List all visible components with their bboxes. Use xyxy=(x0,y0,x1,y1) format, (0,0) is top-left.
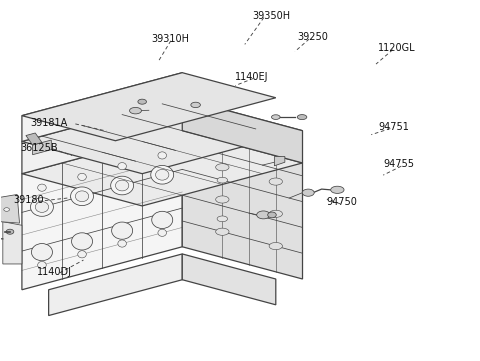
Ellipse shape xyxy=(37,261,46,269)
Text: 39310H: 39310H xyxy=(152,34,190,44)
Ellipse shape xyxy=(31,198,53,216)
Ellipse shape xyxy=(138,99,146,104)
Ellipse shape xyxy=(4,208,10,211)
Ellipse shape xyxy=(130,108,142,114)
Ellipse shape xyxy=(37,184,46,191)
Text: 39180: 39180 xyxy=(13,195,44,205)
Polygon shape xyxy=(182,99,302,163)
Ellipse shape xyxy=(269,243,282,250)
Ellipse shape xyxy=(302,189,314,196)
Polygon shape xyxy=(22,131,302,206)
Text: 94750: 94750 xyxy=(326,197,357,207)
Ellipse shape xyxy=(158,229,167,236)
Ellipse shape xyxy=(216,164,229,171)
Ellipse shape xyxy=(269,178,282,185)
Text: 39250: 39250 xyxy=(297,32,328,42)
Polygon shape xyxy=(3,222,22,264)
Text: 1140EJ: 1140EJ xyxy=(235,71,269,82)
Ellipse shape xyxy=(111,176,133,195)
Polygon shape xyxy=(22,73,276,141)
Ellipse shape xyxy=(216,196,229,203)
Ellipse shape xyxy=(158,152,167,159)
Polygon shape xyxy=(22,73,182,142)
Text: 39350H: 39350H xyxy=(252,11,290,21)
Ellipse shape xyxy=(191,102,200,108)
Ellipse shape xyxy=(268,212,276,218)
Ellipse shape xyxy=(269,210,282,217)
Ellipse shape xyxy=(112,222,132,239)
Polygon shape xyxy=(275,157,285,166)
Ellipse shape xyxy=(217,216,228,222)
Ellipse shape xyxy=(152,211,173,229)
Polygon shape xyxy=(0,195,20,223)
Ellipse shape xyxy=(35,202,48,212)
Text: 94755: 94755 xyxy=(383,159,414,169)
Ellipse shape xyxy=(71,187,94,205)
Ellipse shape xyxy=(75,191,89,202)
Text: 1120GL: 1120GL xyxy=(378,43,416,53)
Text: 39181A: 39181A xyxy=(30,118,67,128)
Text: 36125B: 36125B xyxy=(21,143,58,153)
Ellipse shape xyxy=(32,244,52,261)
Polygon shape xyxy=(22,99,302,174)
Ellipse shape xyxy=(216,228,229,235)
Ellipse shape xyxy=(331,186,344,193)
Ellipse shape xyxy=(78,251,86,258)
Ellipse shape xyxy=(297,114,307,119)
Ellipse shape xyxy=(151,165,174,184)
Text: 94751: 94751 xyxy=(378,122,409,132)
Ellipse shape xyxy=(118,162,126,170)
Ellipse shape xyxy=(118,240,126,247)
Polygon shape xyxy=(48,254,182,316)
Ellipse shape xyxy=(257,211,270,219)
Polygon shape xyxy=(26,133,42,145)
Text: 1140DJ: 1140DJ xyxy=(37,267,72,277)
Polygon shape xyxy=(22,131,182,290)
Polygon shape xyxy=(22,99,182,174)
Polygon shape xyxy=(33,140,51,155)
Ellipse shape xyxy=(116,180,129,191)
Polygon shape xyxy=(182,131,302,279)
Ellipse shape xyxy=(272,115,280,119)
Ellipse shape xyxy=(72,233,93,250)
Ellipse shape xyxy=(78,173,86,180)
Polygon shape xyxy=(182,254,276,305)
Ellipse shape xyxy=(6,229,14,234)
Ellipse shape xyxy=(156,169,169,180)
Ellipse shape xyxy=(217,177,228,183)
